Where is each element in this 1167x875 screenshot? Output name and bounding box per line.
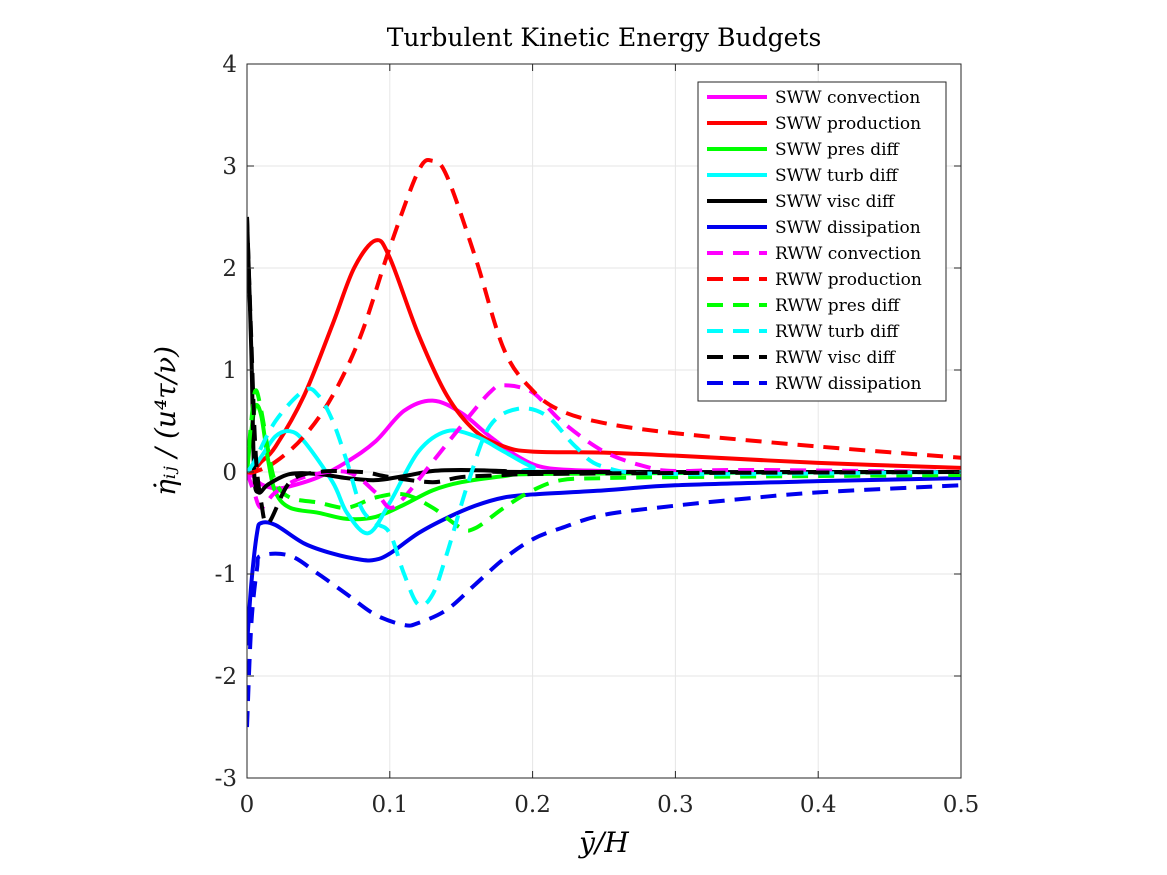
series-line-rww-pres-diff [247,388,961,533]
x-tick-label: 0.3 [657,792,694,818]
legend-label-sww-pres-diff: SWW pres diff [775,140,901,160]
series-line-rww-production [247,157,961,475]
x-tick-label: 0.4 [800,792,837,818]
x-axis-label: ȳ/H [577,826,629,859]
chart-title: Turbulent Kinetic Energy Budgets [387,23,822,52]
y-axis-label: η̇ᵢⱼ / (u⁴τ/ν) [149,346,182,496]
legend-label-rww-turb-diff: RWW turb diff [775,322,900,342]
y-tick-label: 1 [222,358,237,384]
series-line-rww-dissipation [247,483,961,728]
y-tick-label: -2 [215,664,237,690]
y-tick-label: 0 [222,460,237,486]
legend-label-sww-convection: SWW convection [775,88,920,108]
series-line-rww-turb-diff [247,386,961,608]
legend-label-rww-pres-diff: RWW pres diff [775,296,901,316]
series-line-rww-visc-diff [247,216,961,526]
axis-ticks: 0 0.1 0.2 0.3 0.4 0.5 -3 -2 -1 0 1 2 3 4 [215,52,980,818]
legend-label-sww-turb-diff: SWW turb diff [775,166,900,186]
y-tick-label: -3 [215,766,237,792]
legend-label-rww-dissipation: RWW dissipation [775,374,922,394]
legend-label-sww-production: SWW production [775,114,921,134]
legend-label-rww-production: RWW production [775,270,922,290]
legend-label-sww-dissipation: SWW dissipation [775,218,921,238]
plot-frame [246,63,962,779]
y-tick-label: 3 [222,154,237,180]
y-tick-label: 2 [222,256,237,282]
x-tick-label: 0.2 [514,792,551,818]
legend-label-sww-visc-diff: SWW visc diff [775,192,896,212]
x-tick-label: 0.1 [372,792,409,818]
y-tick-label: 4 [222,52,237,78]
series-line-sww-production [247,238,961,474]
y-tick-label: -1 [215,562,237,588]
series-lines [247,157,961,728]
legend-box [697,81,947,402]
x-tick-label: 0 [240,792,255,818]
x-tick-label: 0.5 [943,792,980,818]
series-line-sww-dissipation [247,476,961,646]
legend-label-rww-convection: RWW convection [775,244,921,264]
legend: SWW convection SWW production SWW pres dif… [697,81,947,402]
legend-label-rww-visc-diff: RWW visc diff [775,348,897,368]
